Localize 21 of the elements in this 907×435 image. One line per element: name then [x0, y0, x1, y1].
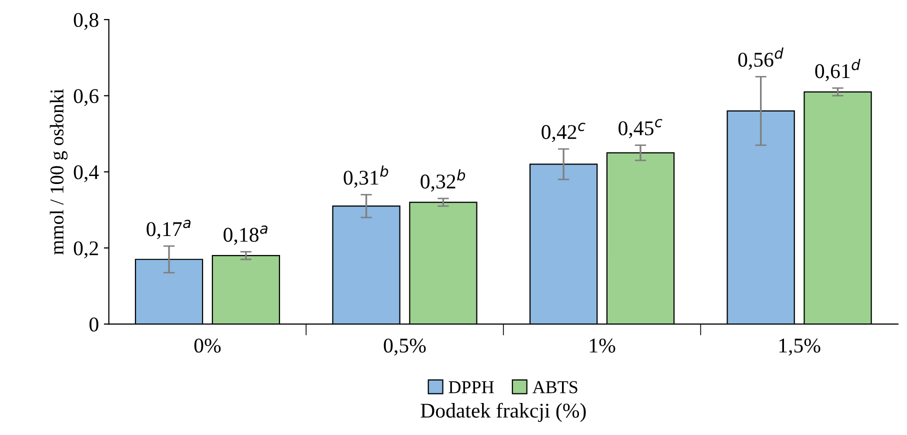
y-tick-label: 0 [89, 317, 98, 332]
x-tick-label: 0,5% [384, 338, 426, 356]
data-label: 0,32$^{b}$ [420, 169, 466, 192]
data-label: 0,31$^{b}$ [344, 166, 388, 188]
y-tick-label: 0,6 [74, 89, 98, 106]
data-label: 0,56$^{d}$ [738, 48, 784, 70]
data-label: 0,42$^{c}$ [542, 122, 586, 142]
x-tick-label: 1% [590, 338, 616, 353]
legend-label: DPPH [448, 381, 494, 394]
data-label: 0,17$^{a}$ [146, 220, 191, 240]
y-axis-title: mmol / 100 g osłonki [50, 89, 68, 255]
y-tick-label: 0,4 [74, 165, 99, 182]
x-tick-label: 0% [194, 338, 221, 353]
legend-label: ABTS [532, 381, 578, 394]
y-tick-label: 0,2 [74, 241, 98, 258]
x-axis-title: Dodatek frakcji (%) [420, 402, 586, 422]
data-label: 0,45$^{c}$ [618, 118, 662, 138]
x-tick-label: 1,5% [779, 338, 820, 356]
data-label: 0,18$^{a}$ [224, 226, 268, 245]
y-tick-label: 0,8 [74, 12, 98, 30]
data-label: 0,61$^{d}$ [815, 58, 860, 82]
